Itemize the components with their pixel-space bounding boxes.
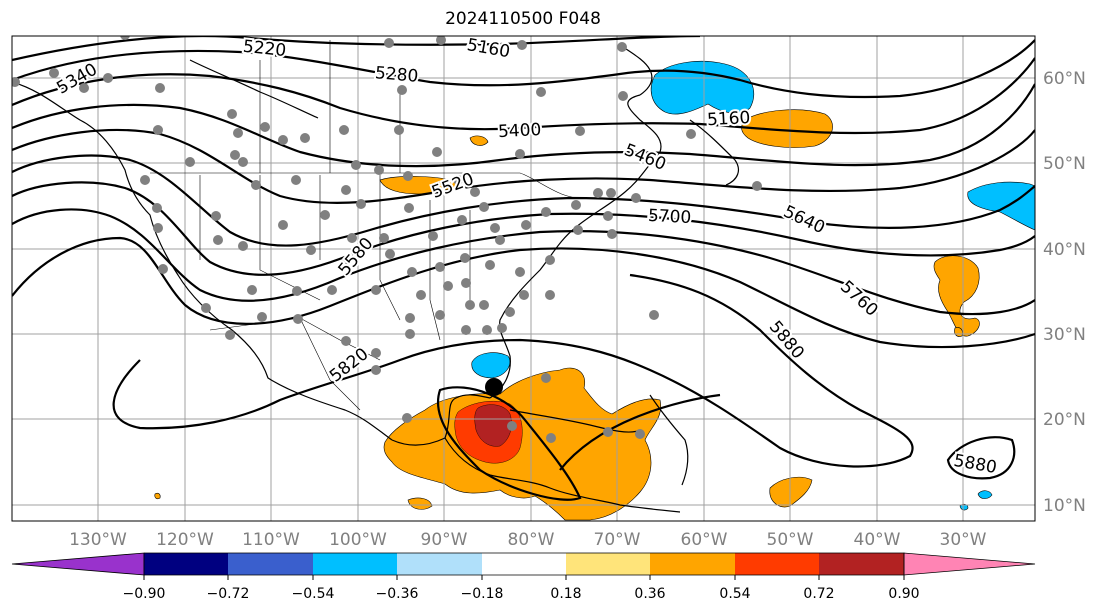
negative-anomaly-small: [977, 490, 993, 499]
colorbar-segment: [228, 553, 313, 575]
colorbar-ticks: [143, 575, 905, 580]
colorbar-segment: [566, 553, 650, 575]
colorbar-extend-high: [903, 552, 1036, 576]
storm-center-marker: [485, 378, 503, 396]
colorbar-segment: [144, 553, 228, 575]
lon-label: 120°W: [156, 530, 214, 550]
negative-anomaly-florida: [471, 352, 511, 379]
positive-anomaly-tiny: [154, 492, 161, 500]
longitude-labels: 130°W 120°W 110°W 100°W 90°W 80°W 70°W 6…: [69, 530, 987, 550]
lon-label: 70°W: [594, 530, 641, 550]
colorbar-tick-label: 0.36: [634, 586, 665, 602]
strongest-anomaly-core: [474, 404, 512, 447]
lat-label: 10°N: [1043, 496, 1086, 516]
positive-anomaly-atlantic-north: [741, 109, 833, 148]
contour-label: 5400: [498, 120, 542, 142]
colorbar-segment: [735, 553, 819, 575]
map-title: 2024110500 F048: [445, 9, 601, 29]
lon-label: 90°W: [421, 530, 468, 550]
contour-label: 5160: [707, 108, 751, 130]
colorbar-tick-label: −0.72: [207, 586, 250, 602]
lat-label: 40°N: [1043, 240, 1086, 260]
positive-anomaly-small-canada: [469, 135, 489, 146]
colorbar-segment: [313, 553, 397, 575]
lon-label: 50°W: [767, 530, 814, 550]
colorbar-tick-label: −0.54: [292, 586, 335, 602]
latitude-labels: 60°N 50°N 40°N 30°N 20°N 10°N: [1043, 69, 1086, 516]
colorbar-tick-label: 0.54: [719, 586, 750, 602]
colorbar-tick-labels: −0.90 −0.72 −0.54 −0.36 −0.18 0.18 0.36 …: [123, 586, 920, 602]
colorbar-segment: [397, 553, 482, 575]
colorbar-segment: [819, 553, 904, 575]
colorbar: −0.90 −0.72 −0.54 −0.36 −0.18 0.18 0.36 …: [11, 552, 1036, 602]
positive-anomaly-caribbean: [383, 367, 662, 521]
positive-anomaly-pacific-small: [407, 497, 433, 510]
lon-label: 100°W: [329, 530, 387, 550]
positive-anomaly-tiny-2: [954, 327, 963, 337]
positive-anomaly-east-atlantic: [933, 255, 980, 337]
colorbar-extend-low: [11, 552, 145, 576]
negative-anomaly-labrador: [650, 60, 755, 115]
lon-label: 40°W: [854, 530, 901, 550]
lat-label: 30°N: [1043, 325, 1086, 345]
station-markers: [12, 36, 762, 443]
contour-label: 5700: [647, 206, 691, 228]
lon-label: 60°W: [681, 530, 728, 550]
map-frame: [11, 35, 1036, 522]
lat-label: 20°N: [1043, 410, 1086, 430]
lon-label: 110°W: [242, 530, 300, 550]
lon-label: 80°W: [508, 530, 555, 550]
colorbar-segments: [11, 552, 1036, 576]
contour-label: 5280: [374, 63, 419, 87]
negative-anomaly-atlantic: [967, 181, 1035, 231]
colorbar-tick-label: 0.72: [803, 586, 834, 602]
colorbar-segment: [650, 553, 735, 575]
colorbar-tick-label: 0.90: [888, 586, 919, 602]
lon-label: 130°W: [69, 530, 127, 550]
colorbar-tick-label: −0.36: [376, 586, 419, 602]
colorbar-segment: [482, 553, 566, 575]
lat-label: 60°N: [1043, 69, 1086, 89]
lat-label: 50°N: [1043, 154, 1086, 174]
shaded-field-layer: [154, 60, 1035, 521]
colorbar-tick-label: −0.18: [461, 586, 504, 602]
lon-label: 30°W: [940, 530, 987, 550]
colorbar-tick-label: 0.18: [550, 586, 581, 602]
colorbar-tick-label: −0.90: [123, 586, 166, 602]
